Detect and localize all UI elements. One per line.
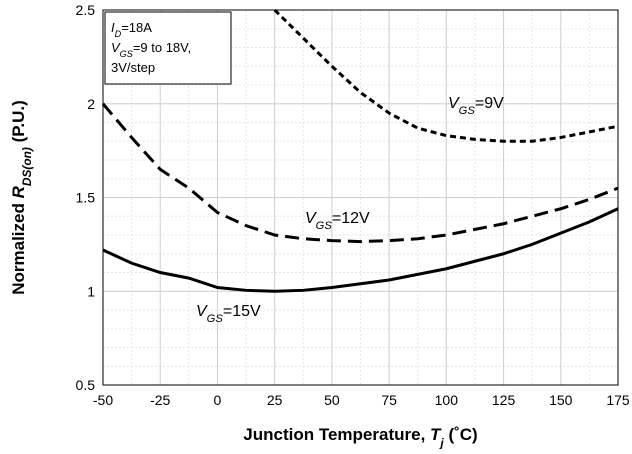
info-line: VGS=9 to 18V, [111, 40, 191, 59]
x-tick-label: 50 [324, 392, 340, 408]
subscript: GS [207, 313, 224, 325]
series-line [101, 102, 619, 244]
text-part: Junction Temperature, [243, 425, 430, 444]
x-tick-label: 75 [381, 392, 397, 408]
text-part: Normalized [9, 198, 28, 294]
symbol: R [9, 185, 28, 198]
info-line: 3V/step [111, 60, 155, 75]
subscript: GS [120, 49, 133, 59]
y-axis-label: Normalized RDS(on) (P.U.) [9, 100, 34, 295]
symbol: V [111, 40, 121, 55]
info-line: ID=18A [111, 20, 152, 39]
symbol: T [430, 425, 442, 444]
y-tick-label: 1.5 [76, 190, 96, 206]
x-tick-label: -25 [150, 392, 170, 408]
info-box [104, 11, 232, 85]
x-tick-label: 0 [214, 392, 222, 408]
x-tick-label: 125 [492, 392, 516, 408]
series-line [273, 8, 619, 143]
series-label: VGS=15V [196, 303, 261, 325]
text-part: =12V [332, 210, 370, 227]
text-part: (˚C) [444, 425, 478, 444]
x-tick-label: 150 [549, 392, 573, 408]
series-label: VGS=12V [305, 210, 370, 232]
y-tick-label: 1 [87, 283, 95, 299]
symbol: I [111, 20, 115, 35]
text-part: =9 to 18V, [133, 40, 191, 55]
subscript: GS [459, 105, 476, 117]
text-part: =9V [475, 95, 504, 112]
symbol: V [196, 303, 208, 320]
text-part: =18A [121, 20, 152, 35]
x-tick-label: 25 [267, 392, 283, 408]
y-tick-label: 2 [87, 96, 95, 112]
y-tick-label: 2.5 [76, 2, 96, 18]
subscript: j [438, 436, 444, 449]
x-axis-label: Junction Temperature, Tj (˚C) [243, 425, 477, 449]
y-tick-label: 0.5 [76, 377, 96, 393]
series-line [102, 207, 619, 293]
symbol: V [448, 95, 460, 112]
subscript: GS [316, 220, 333, 232]
text-part: =15V [223, 303, 261, 320]
text-part: 3V/step [111, 60, 155, 75]
subscript: DS(on) [20, 147, 34, 186]
symbol: V [305, 210, 317, 227]
x-tick-label: 175 [606, 392, 630, 408]
x-tick-label: 100 [435, 392, 459, 408]
x-tick-label: -50 [93, 392, 113, 408]
series-label: VGS=9V [448, 95, 504, 117]
subscript: D [115, 29, 122, 39]
text-part: (P.U.) [9, 100, 28, 147]
plot-border [102, 9, 619, 386]
